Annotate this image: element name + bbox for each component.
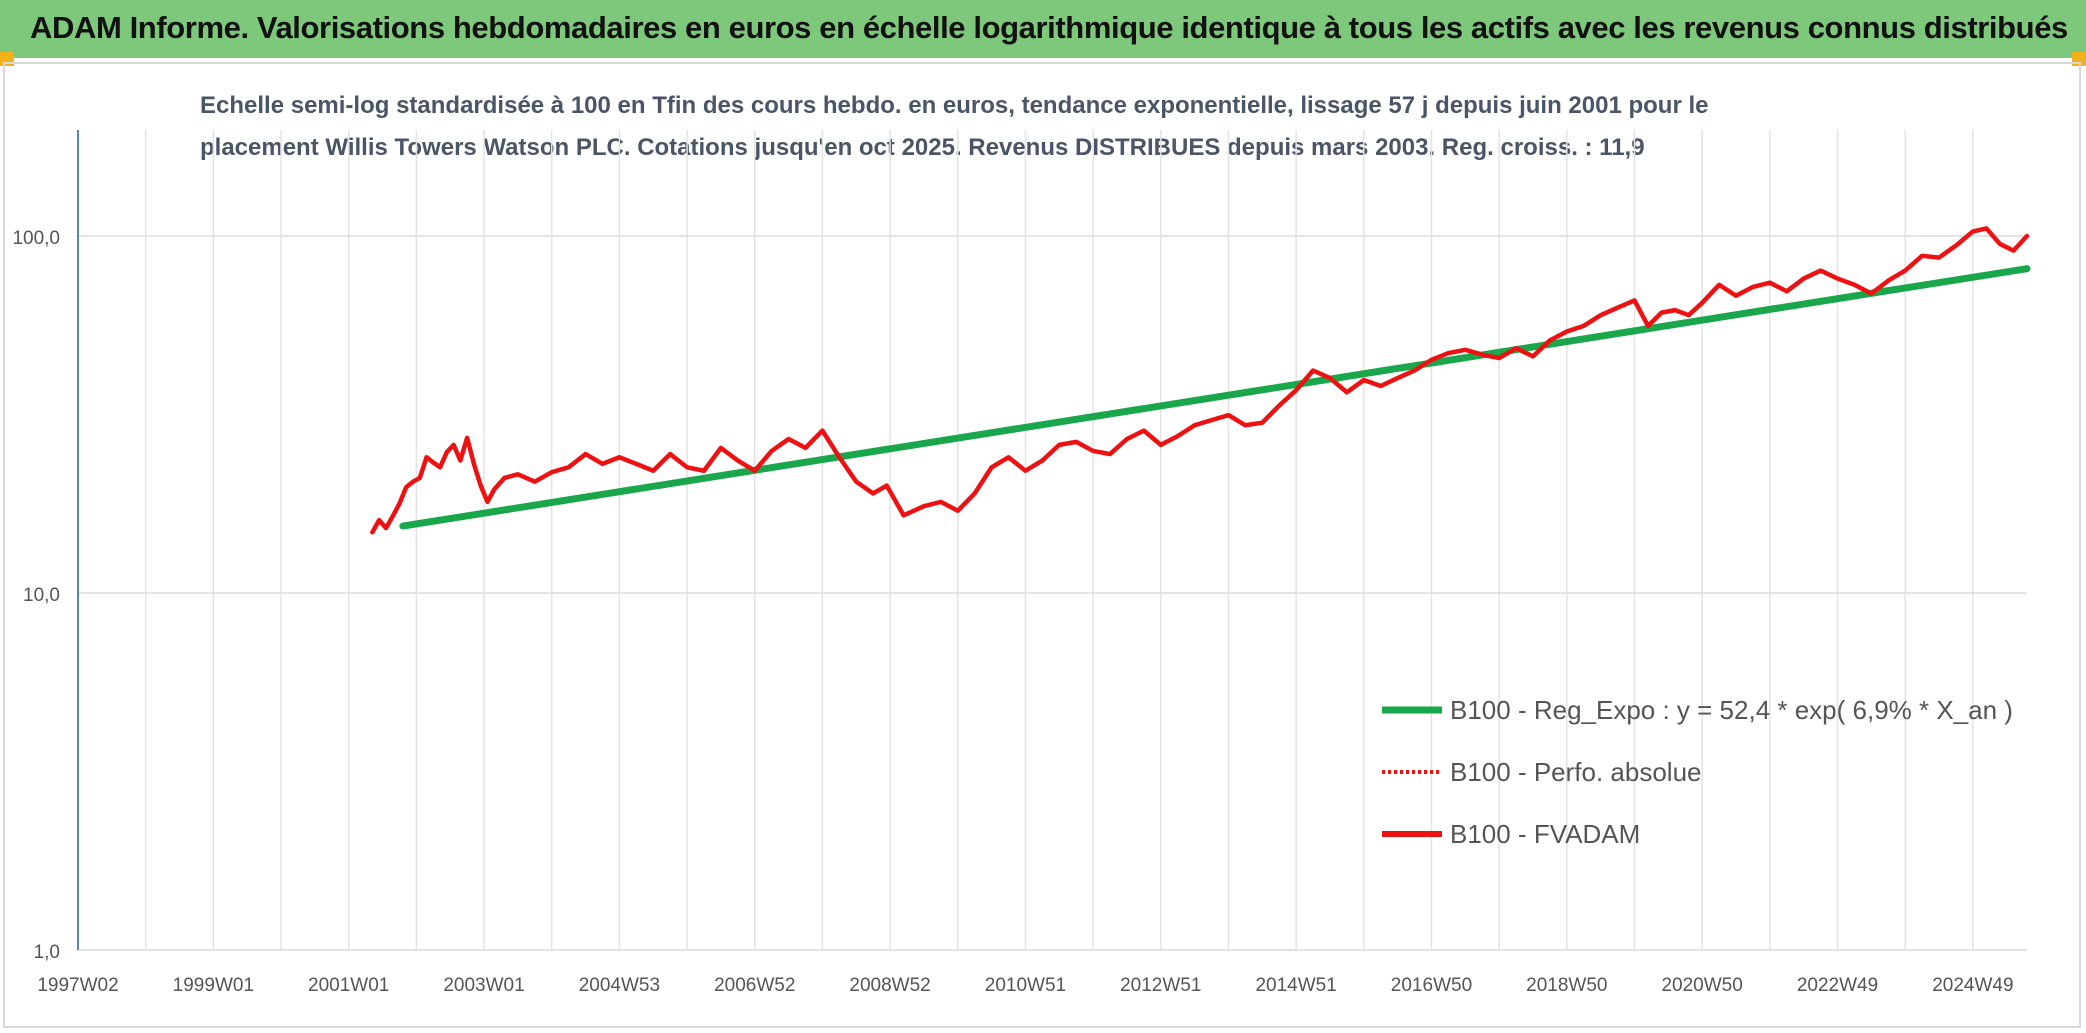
x-tick-label: 2016W50 (1391, 975, 1472, 996)
y-tick-label: 100,0 (12, 228, 60, 249)
x-tick-label: 2003W01 (443, 975, 524, 996)
x-tick-label: 1997W02 (37, 975, 118, 996)
x-tick-label: 2014W51 (1255, 975, 1336, 996)
x-tick-label: 2010W51 (985, 975, 1066, 996)
legend-label-trend: B100 - Reg_Expo : y = 52,4 * exp( 6,9% *… (1450, 695, 2013, 725)
legend-swatch-perfo (1382, 770, 1442, 774)
x-tick-label: 2004W53 (579, 975, 660, 996)
series-fvadam-line (370, 226, 2030, 535)
header-bar: ADAM Informe. Valorisations hebdomadaire… (0, 0, 2086, 58)
chart-frame (3, 62, 2081, 1028)
legend-swatch-fvadam (1382, 831, 1442, 837)
series-trend-line (399, 265, 2031, 530)
report-title: ADAM Informe. Valorisations hebdomadaire… (30, 10, 2068, 45)
legend-label-fvadam: B100 - FVADAM (1450, 819, 1641, 849)
chart-title-line-2: placement Willis Towers Watson PLC. Cota… (200, 134, 1645, 161)
x-tick-label: 2008W52 (849, 975, 930, 996)
legend-swatch-trend (1382, 706, 1442, 714)
x-tick-label: 2022W49 (1797, 975, 1878, 996)
chart-title-line-1: Echelle semi-log standardisée à 100 en T… (200, 92, 1709, 119)
x-tick-label: 2012W51 (1120, 975, 1201, 996)
x-tick-label: 2024W49 (1932, 975, 2013, 996)
x-tick-label: 1999W01 (173, 975, 254, 996)
y-tick-label: 10,0 (23, 585, 60, 606)
x-tick-label: 2006W52 (714, 975, 795, 996)
legend-label-perfo: B100 - Perfo. absolue (1450, 757, 1702, 787)
x-tick-label: 2001W01 (308, 975, 389, 996)
y-tick-label: 1,0 (34, 942, 60, 963)
x-tick-label: 2020W50 (1661, 975, 1742, 996)
x-tick-label: 2018W50 (1526, 975, 1607, 996)
